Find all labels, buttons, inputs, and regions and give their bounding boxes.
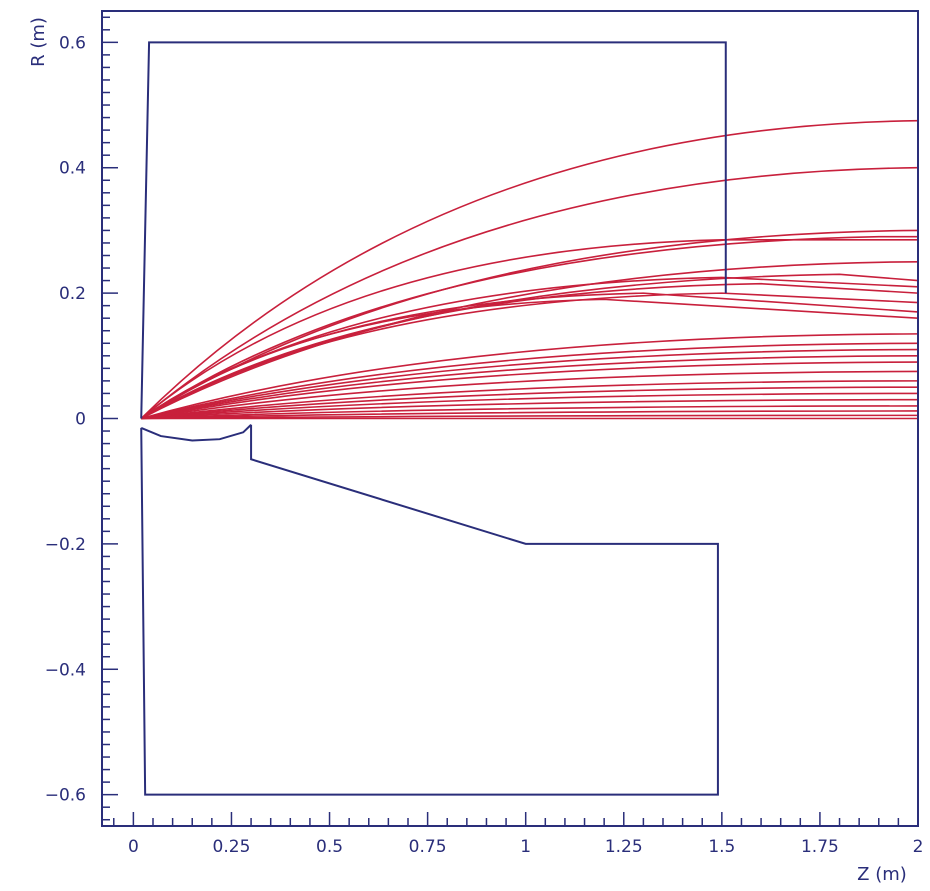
x-tick-label: 1.5 xyxy=(708,837,735,857)
x-tick-label: 1.25 xyxy=(605,837,643,857)
y-tick-label: −0.4 xyxy=(45,660,86,680)
y-tick-label: 0.4 xyxy=(59,159,86,179)
x-axis-label: Z (m) xyxy=(857,864,907,885)
trajectory-line-7 xyxy=(141,274,918,418)
y-tick-label: 0 xyxy=(75,410,86,430)
y-tick-label: −0.2 xyxy=(45,535,86,555)
x-tick-label: 2 xyxy=(913,837,924,857)
geometry-outline-2 xyxy=(141,425,718,795)
y-tick-label: −0.6 xyxy=(45,786,86,806)
axis-ticks xyxy=(102,17,918,826)
trajectory-line-5 xyxy=(141,237,918,419)
x-tick-label: 1.75 xyxy=(801,837,839,857)
y-tick-label: 0.6 xyxy=(59,33,86,53)
tick-labels: 0 0.25 0.5 0.75 1 1.25 1.5 1.75 2 0.6 0.4 0.2 0 −0.2 −… xyxy=(45,33,924,857)
x-tick-label: 0.5 xyxy=(316,837,343,857)
x-tick-label: 0 xyxy=(128,837,139,857)
x-tick-label: 0.25 xyxy=(213,837,251,857)
x-tick-label: 0.75 xyxy=(409,837,447,857)
x-tick-label: 1 xyxy=(520,837,531,857)
y-tick-label: 0.2 xyxy=(59,284,86,304)
geometry-outline-3 xyxy=(141,425,251,441)
trajectory-lines xyxy=(141,121,918,419)
trajectory-line-4 xyxy=(141,240,918,419)
y-axis-label: R (m) xyxy=(28,17,49,67)
